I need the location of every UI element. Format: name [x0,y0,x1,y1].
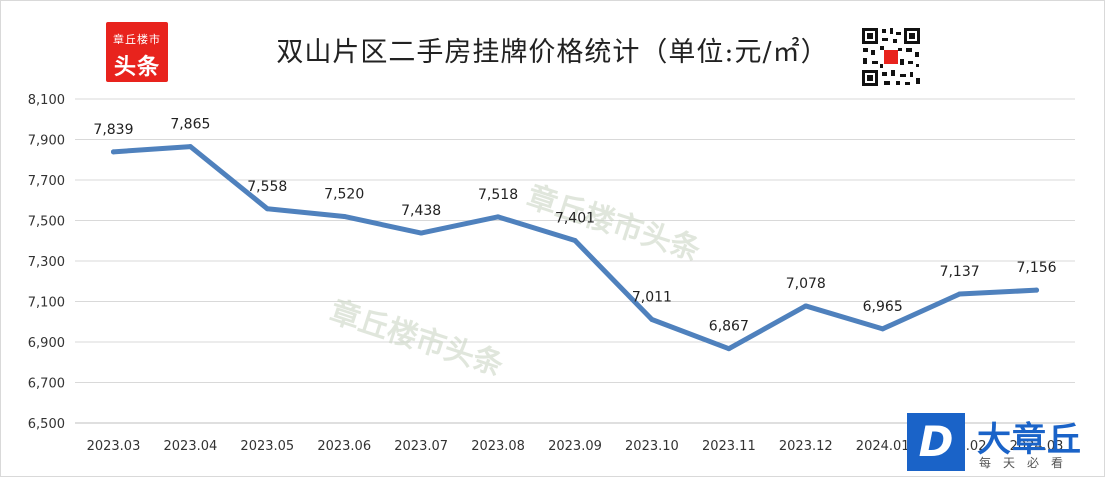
data-point [572,238,578,244]
watermark-1: 章丘楼市头条 [523,179,705,268]
data-labels: 7,839 7,865 7,558 7,520 7,438 7,518 7,401 7,011… [93,117,1056,335]
data-point [649,317,655,323]
data-point [1034,287,1040,293]
x-tick-label: 2023.06 [317,439,371,454]
y-tick-label: 7,900 [28,134,65,149]
logo-line-1: 章丘楼市 [113,33,161,46]
y-axis: 6,500 6,700 6,900 7,100 7,300 7,500 7,700 7,900… [28,93,65,432]
x-tick-label: 2023.03 [87,439,141,454]
x-tick-label: 2023.04 [164,439,218,454]
chart-title: 双山片区二手房挂牌价格统计（单位:元/㎡） [276,37,829,68]
data-label: 7,078 [786,276,826,292]
x-tick-label: 2023.10 [625,439,679,454]
y-tick-label: 6,900 [28,336,65,351]
y-tick-label: 6,700 [28,377,65,392]
x-axis: 2023.03 2023.04 2023.05 2023.06 2023.07 2023.… [87,439,1064,454]
x-tick-label: 2023.09 [548,439,602,454]
data-point [264,206,270,212]
data-label: 6,867 [709,319,749,335]
y-tick-label: 6,500 [28,417,65,432]
data-point [803,303,809,309]
brand-name: 大章丘 [977,420,1082,460]
data-label: 6,965 [863,299,903,315]
x-tick-label: 2024.03 [1010,439,1064,454]
data-label: 7,156 [1016,260,1056,276]
data-point [880,326,886,332]
y-tick-label: 7,700 [28,174,65,189]
data-point [187,144,193,150]
watermark-2: 章丘楼市头条 [326,294,508,383]
data-label: 7,865 [170,117,210,133]
data-point [495,214,501,220]
data-label: 7,438 [401,203,441,219]
data-point [957,291,963,297]
y-tick-label: 7,500 [28,215,65,230]
x-tick-label: 2023.11 [702,439,756,454]
data-point [726,346,732,352]
series-line [110,144,1040,352]
x-tick-label: 2023.12 [779,439,833,454]
data-label: 7,137 [940,264,980,280]
brand-slogan: 每天必看 [979,456,1076,470]
series [110,144,1040,352]
data-label: 7,518 [478,187,518,203]
x-tick-label: 2023.07 [394,439,448,454]
x-tick-label: 2023.05 [240,439,294,454]
data-point [110,149,116,155]
data-label: 7,401 [555,211,595,227]
gridlines [75,98,1075,424]
zhangqiu-loushi-logo: 章丘楼市 头条 [106,22,168,82]
x-tick-label: 2024.01 [856,439,910,454]
logo-line-2: 头条 [113,55,160,80]
y-tick-label: 8,100 [28,93,65,108]
y-tick-label: 7,100 [28,296,65,311]
data-point [418,230,424,236]
dazhangqiu-logo-icon: D [907,413,965,471]
data-label: 7,520 [324,186,364,202]
data-label: 7,011 [632,290,672,306]
data-point [341,213,347,219]
y-tick-label: 7,300 [28,255,65,270]
x-tick-label: 2023.08 [471,439,525,454]
dazhangqiu-brand: D 大章丘 每天必看 [905,410,1105,477]
data-label: 7,839 [93,122,133,138]
data-label: 7,558 [247,179,287,195]
qr-code-icon [860,26,922,88]
